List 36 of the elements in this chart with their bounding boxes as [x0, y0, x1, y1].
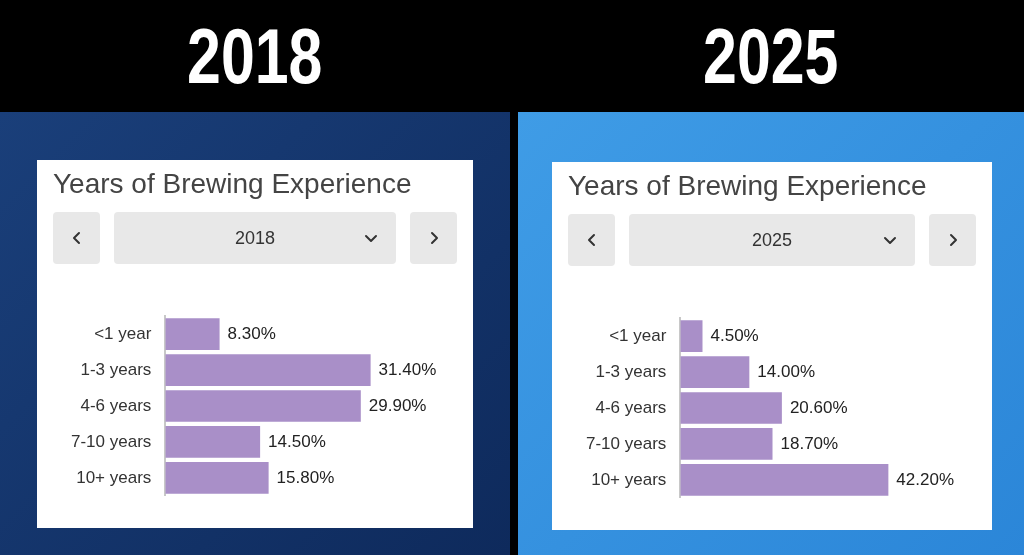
text: 2018	[187, 11, 323, 102]
bar	[680, 320, 703, 352]
bar	[680, 464, 889, 496]
y-tick-label: 1-3 years	[80, 359, 152, 379]
data-label: 8.30%	[227, 323, 276, 343]
y-tick-label: 1-3 years	[595, 361, 667, 381]
data-label: 4.50%	[710, 325, 759, 345]
chart-title: 2025	[751, 229, 793, 251]
chart-subtitle: Years of Brewing Experience	[53, 168, 412, 200]
data-label: 14.50%	[268, 431, 326, 451]
data-label: 31.40%	[378, 359, 437, 379]
y-tick-label: 4-6 years	[80, 395, 152, 415]
bar	[680, 392, 782, 424]
y-tick-label: <1 year	[609, 325, 667, 345]
chart-title: 2018	[234, 227, 276, 249]
y-tick-label: 4-6 years	[595, 397, 667, 417]
bar	[680, 428, 773, 460]
bar	[165, 426, 261, 458]
y-tick-label: 7-10 years	[585, 433, 667, 453]
data-label: 14.00%	[757, 361, 816, 381]
y-tick-label: 10+ years	[76, 467, 152, 487]
chart-subtitle: Years of Brewing Experience	[568, 170, 927, 202]
bar	[165, 462, 269, 494]
y-tick-label: 7-10 years	[70, 431, 152, 451]
bar	[165, 354, 371, 386]
data-label: 29.90%	[368, 395, 427, 415]
bar	[680, 356, 750, 388]
data-label: 20.60%	[789, 397, 848, 417]
bar	[165, 390, 361, 422]
text: 2025	[703, 11, 839, 102]
data-label: 15.80%	[276, 467, 335, 487]
data-label: 42.20%	[896, 469, 955, 489]
data-label: 18.70%	[780, 433, 839, 453]
y-tick-label: 10+ years	[591, 469, 667, 489]
y-tick-label: <1 year	[94, 323, 152, 343]
bar	[165, 318, 220, 350]
